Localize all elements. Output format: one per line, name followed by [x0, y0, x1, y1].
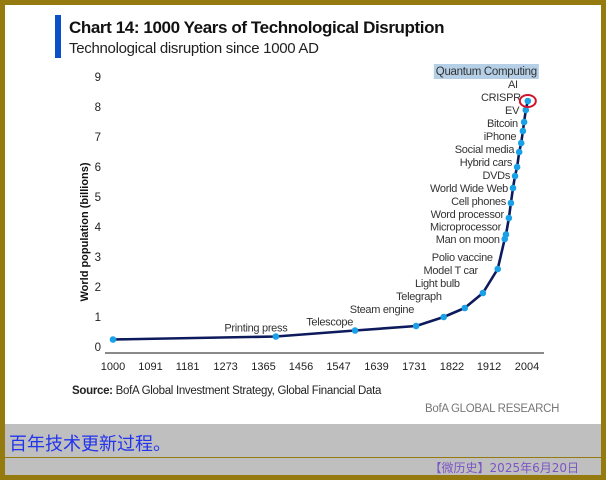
point-label: EV: [505, 105, 520, 117]
ai-highlight-circle: [518, 94, 537, 108]
data-point: [520, 118, 528, 126]
caption-band: 百年技术更新过程。: [5, 424, 601, 458]
data-point: [494, 265, 502, 273]
chart-svg: 0 1 2 3 4 5 6 7 8 9 1000 1091 1181 1273 1365 1456 1547 16…: [79, 64, 544, 373]
y-tick-label: 3: [95, 252, 101, 264]
byline-text: 【微历史】2025年6月20日: [429, 461, 579, 475]
y-axis-label: World population (billions): [79, 162, 91, 301]
point-label: Light bulb: [415, 278, 460, 290]
data-point: [515, 148, 523, 156]
y-tick-label: 7: [95, 132, 101, 144]
data-point: [507, 199, 515, 207]
data-point: [351, 327, 359, 334]
data-point: [517, 139, 525, 147]
y-tick-label: 0: [95, 342, 101, 354]
point-label: Social media: [455, 144, 516, 156]
source-label: Source:: [72, 385, 113, 397]
y-tick-label: 8: [95, 102, 101, 114]
point-label: DVDs: [483, 170, 511, 182]
data-point: [505, 214, 513, 222]
title-accent-bar: [55, 15, 61, 58]
data-point: [109, 336, 117, 343]
y-tick-label: 2: [95, 282, 101, 294]
point-label: iPhone: [484, 131, 517, 143]
point-label: Telescope: [306, 317, 353, 329]
x-tick-label: 1000: [101, 361, 125, 373]
point-label: Hybrid cars: [460, 157, 513, 169]
chart-subtitle: Technological disruption since 1000 AD: [69, 40, 319, 57]
x-tick-label: 1181: [176, 361, 200, 373]
data-point: [440, 313, 448, 321]
data-point: [502, 231, 510, 238]
x-tick-label: 1273: [213, 361, 237, 373]
quantum-highlight-box: [433, 64, 539, 79]
x-tick-label: 1091: [138, 361, 162, 373]
data-point: [522, 106, 530, 114]
chart-title: Chart 14: 1000 Years of Technological Di…: [69, 18, 445, 37]
data-point: [524, 97, 532, 105]
y-tick-label: 5: [95, 192, 101, 204]
x-tick-label: 1547: [326, 361, 350, 373]
x-tick-label: 1365: [251, 361, 275, 373]
data-point: [511, 172, 519, 180]
data-point: [412, 322, 420, 330]
point-label: Printing press: [224, 323, 288, 335]
y-tick-label: 4: [95, 222, 102, 234]
caption-text: 百年技术更新过程。: [9, 434, 171, 455]
x-tick-label: 1731: [402, 361, 426, 373]
point-label: Microprocessor: [430, 222, 502, 234]
quantum-computing-label: Quantum Computing: [436, 66, 537, 78]
y-tick-label: 9: [95, 72, 101, 84]
point-label: Polio vaccine: [432, 252, 493, 264]
brand-label: BofA GLOBAL RESEARCH: [425, 403, 560, 415]
x-tick-label: 1639: [364, 361, 388, 373]
data-point: [519, 127, 527, 135]
point-label: Steam engine: [350, 304, 414, 316]
data-point: [509, 184, 517, 192]
footer-band: 【微历史】2025年6月20日: [5, 458, 601, 475]
point-label: World Wide Web: [430, 183, 508, 195]
data-point: [479, 289, 487, 297]
source-note: Source: BofA Global Investment Strategy,…: [72, 385, 381, 397]
point-label: Telegraph: [396, 291, 442, 303]
x-tick-label: 1456: [289, 361, 313, 373]
point-label: CRISPR: [481, 92, 521, 104]
x-tick-label: 2004: [515, 361, 539, 373]
data-point: [461, 304, 469, 312]
point-label: Man on moon: [436, 234, 500, 246]
x-tick-label: 1912: [477, 361, 501, 373]
data-point: [272, 333, 280, 340]
y-tick-label: 1: [95, 312, 101, 324]
point-label: Model T car: [424, 265, 479, 277]
point-label: Bitcoin: [487, 118, 518, 130]
source-text: BofA Global Investment Strategy, Global …: [112, 385, 382, 397]
data-point: [513, 163, 521, 171]
point-label: Cell phones: [451, 196, 507, 208]
x-tick-label: 1822: [440, 361, 464, 373]
point-label: AI: [508, 79, 518, 91]
point-label: Word processor: [431, 209, 505, 221]
y-tick-label: 6: [95, 162, 101, 174]
